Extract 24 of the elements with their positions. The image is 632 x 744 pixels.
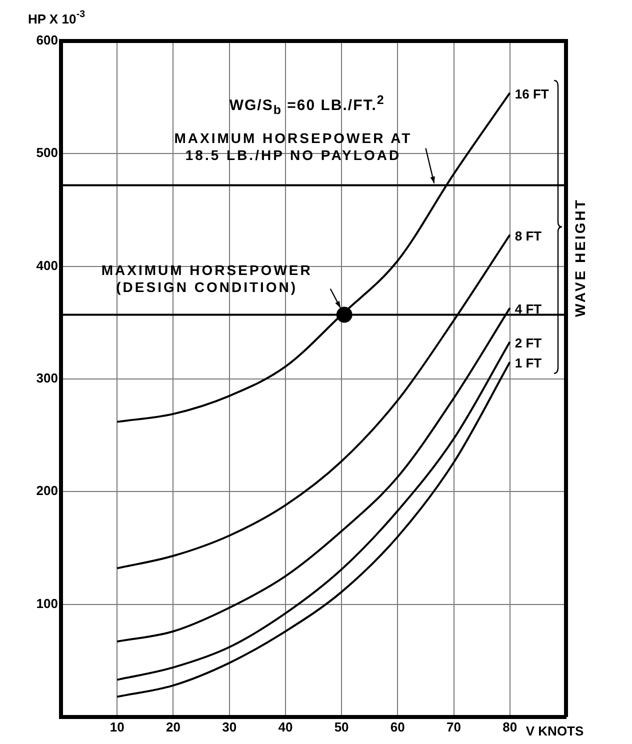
y-tick-label: 400 <box>36 258 58 273</box>
series-label: 1 FT <box>514 356 542 371</box>
x-tick-label: 30 <box>222 719 237 734</box>
y-tick-label: 200 <box>36 483 58 498</box>
annotation: WG/S$_{b}$ =60 LB./FT.$^{2}$ <box>229 92 386 119</box>
x-tick-label: 60 <box>390 719 405 734</box>
x-tick-label: 50 <box>334 719 349 734</box>
x-tick-label: 80 <box>502 719 518 734</box>
text: WAVE HEIGHT <box>572 198 588 318</box>
y-tick-label: 600 <box>36 32 58 48</box>
x-tick-label: 70 <box>446 719 462 734</box>
series-label: 16 FT <box>514 86 549 102</box>
y-tick-label: 500 <box>36 145 58 160</box>
y-tick-label: 100 <box>36 596 58 611</box>
x-tick-label: 10 <box>110 719 124 734</box>
series-label: 2 FT <box>514 335 542 350</box>
x-tick-label: 20 <box>166 719 180 734</box>
y-tick-label: 300 <box>36 370 58 386</box>
ref-line-label: MAXIMUM HORSEPOWER (DESIGN CONDITION) <box>100 262 314 296</box>
series-label: 8 FT <box>514 228 542 244</box>
ref-line-label: MAXIMUM HORSEPOWER AT 18.5 LB./HP NO PAYLOAD <box>173 130 414 164</box>
x-tick-label: 40 <box>278 719 293 734</box>
series-label: 4 FT <box>514 302 542 317</box>
x-axis-title: V KNOTS <box>526 724 584 739</box>
